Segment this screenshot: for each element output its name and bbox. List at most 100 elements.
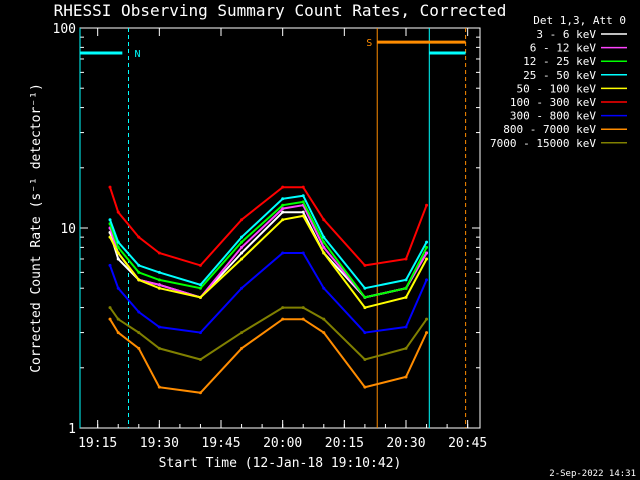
x-tick-label: 19:15	[78, 436, 117, 451]
series-point	[240, 286, 244, 290]
series-point	[240, 251, 244, 255]
series-point	[363, 358, 367, 362]
series-point	[116, 210, 120, 214]
series-point	[301, 200, 305, 204]
series-point	[281, 218, 285, 222]
x-tick-label: 19:45	[201, 436, 240, 451]
legend-label: 3 - 6 keV	[536, 28, 596, 41]
series-point	[108, 306, 112, 310]
series-point	[240, 257, 244, 261]
series-point	[301, 306, 305, 310]
series-point	[322, 240, 326, 244]
series-point	[116, 245, 120, 249]
series-point	[116, 317, 120, 321]
series-point	[240, 235, 244, 239]
series-point	[157, 278, 161, 282]
legend-label: 6 - 12 keV	[530, 42, 597, 55]
series-point	[425, 278, 429, 282]
series-point	[157, 385, 161, 389]
series-point	[240, 346, 244, 350]
series-line	[109, 306, 428, 361]
series-line	[109, 200, 428, 299]
series-point	[322, 286, 326, 290]
flag-label: S	[366, 38, 372, 49]
x-axis-label: Start Time (12-Jan-18 19:10:42)	[159, 456, 402, 471]
series-point	[281, 185, 285, 189]
legend-label: 300 - 800 keV	[510, 110, 596, 123]
series-point	[404, 375, 408, 379]
series-point	[198, 295, 202, 299]
series-line	[109, 186, 428, 267]
series-point	[425, 240, 429, 244]
series-point	[322, 218, 326, 222]
series-point	[281, 203, 285, 207]
series-line	[109, 194, 428, 290]
series-point	[363, 286, 367, 290]
series-line	[109, 214, 428, 309]
series-point	[198, 286, 202, 290]
series-line	[109, 252, 428, 334]
y-axis-label: Corrected Count Rate (s⁻¹ detector⁻¹)	[29, 83, 44, 373]
series-point	[322, 245, 326, 249]
series-point	[322, 235, 326, 239]
flag-label: N	[135, 49, 141, 60]
series-point	[157, 325, 161, 329]
series-point	[425, 203, 429, 207]
series-point	[363, 331, 367, 335]
series-point	[116, 257, 120, 261]
series-point	[198, 391, 202, 395]
series-point	[116, 286, 120, 290]
x-tick-label: 20:30	[386, 436, 425, 451]
series-point	[281, 306, 285, 310]
series-point	[240, 331, 244, 335]
series-point	[425, 257, 429, 261]
series-point	[157, 270, 161, 274]
series-point	[137, 310, 141, 314]
series-point	[301, 194, 305, 198]
series-point	[363, 263, 367, 267]
series-point	[108, 317, 112, 321]
series-point	[116, 331, 120, 335]
series-point	[240, 218, 244, 222]
series-point	[404, 286, 408, 290]
series-point	[404, 278, 408, 282]
series-point	[363, 306, 367, 310]
legend-label: 100 - 300 keV	[510, 96, 596, 109]
series-point	[157, 251, 161, 255]
series-point	[157, 286, 161, 290]
series-point	[301, 210, 305, 214]
series-point	[363, 385, 367, 389]
series-point	[301, 251, 305, 255]
series-point	[404, 325, 408, 329]
series-point	[281, 317, 285, 321]
series-point	[281, 251, 285, 255]
x-tick-label: 20:00	[263, 436, 302, 451]
timestamp: 2-Sep-2022 14:31	[549, 469, 636, 479]
y-tick-label: 10	[60, 222, 76, 237]
series-point	[281, 207, 285, 211]
y-tick-label: 100	[53, 22, 76, 37]
chart-title: RHESSI Observing Summary Count Rates, Co…	[54, 1, 507, 20]
series-point	[116, 240, 120, 244]
series-point	[301, 317, 305, 321]
series-point	[198, 331, 202, 335]
series-point	[322, 251, 326, 255]
series-point	[404, 346, 408, 350]
series-point	[137, 278, 141, 282]
series-point	[425, 251, 429, 255]
series-point	[322, 317, 326, 321]
series-point	[137, 270, 141, 274]
series-point	[301, 214, 305, 218]
x-tick-label: 19:30	[140, 436, 179, 451]
legend-label: 7000 - 15000 keV	[490, 137, 596, 150]
series-point	[404, 257, 408, 261]
series-point	[404, 295, 408, 299]
series-point	[240, 245, 244, 249]
series-point	[137, 346, 141, 350]
series-point	[116, 251, 120, 255]
series-point	[157, 346, 161, 350]
legend-label: 800 - 7000 keV	[503, 123, 596, 136]
series-point	[281, 197, 285, 201]
